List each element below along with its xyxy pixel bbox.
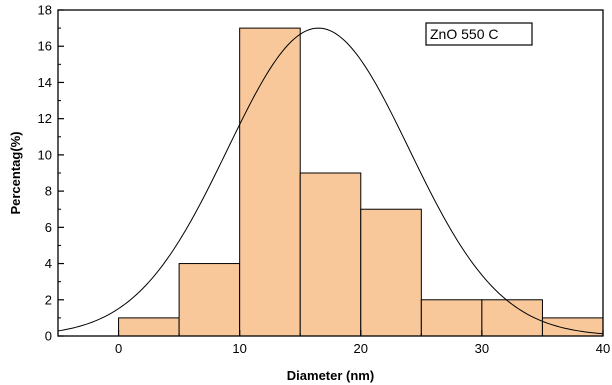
- bars-layer: [118, 27, 604, 337]
- legend-label: ZnO 550 C: [430, 26, 498, 42]
- y-tick-label: 8: [45, 184, 52, 199]
- gaussian-fit-curve: [57, 27, 604, 335]
- x-tick-label: 40: [596, 341, 610, 356]
- x-tick-label: 30: [475, 341, 489, 356]
- y-tick-label: 2: [45, 292, 52, 307]
- legend-box: [425, 22, 533, 46]
- curve-layer: [57, 27, 604, 335]
- histogram-bar: [481, 299, 543, 337]
- y-tick-label: 10: [38, 147, 52, 162]
- y-tick-label: 0: [45, 329, 52, 344]
- histogram-bar: [239, 27, 301, 337]
- x-tick-label: 0: [115, 341, 122, 356]
- x-tick-label: 10: [232, 341, 246, 356]
- histogram-bar: [299, 172, 362, 337]
- y-axis-label: Percentag(%): [8, 131, 23, 214]
- y-tick-label: 6: [45, 220, 52, 235]
- x-tick-label: 20: [354, 341, 368, 356]
- legend: ZnO 550 C: [425, 22, 533, 46]
- y-tick-label: 12: [38, 111, 52, 126]
- histogram-bar: [420, 299, 483, 337]
- y-tick-label: 16: [38, 39, 52, 54]
- histogram-bar: [360, 208, 422, 337]
- y-tick-label: 4: [45, 256, 52, 271]
- histogram-bar: [178, 263, 241, 337]
- x-axis-label: Diameter (nm): [287, 368, 374, 383]
- y-tick-label: 14: [38, 75, 52, 90]
- y-tick-label: 18: [38, 3, 52, 18]
- histogram-bar: [118, 317, 180, 337]
- axes-layer: 0 2 4 6 8 10 12 14 16 18 0 10 20 30 40: [38, 3, 611, 357]
